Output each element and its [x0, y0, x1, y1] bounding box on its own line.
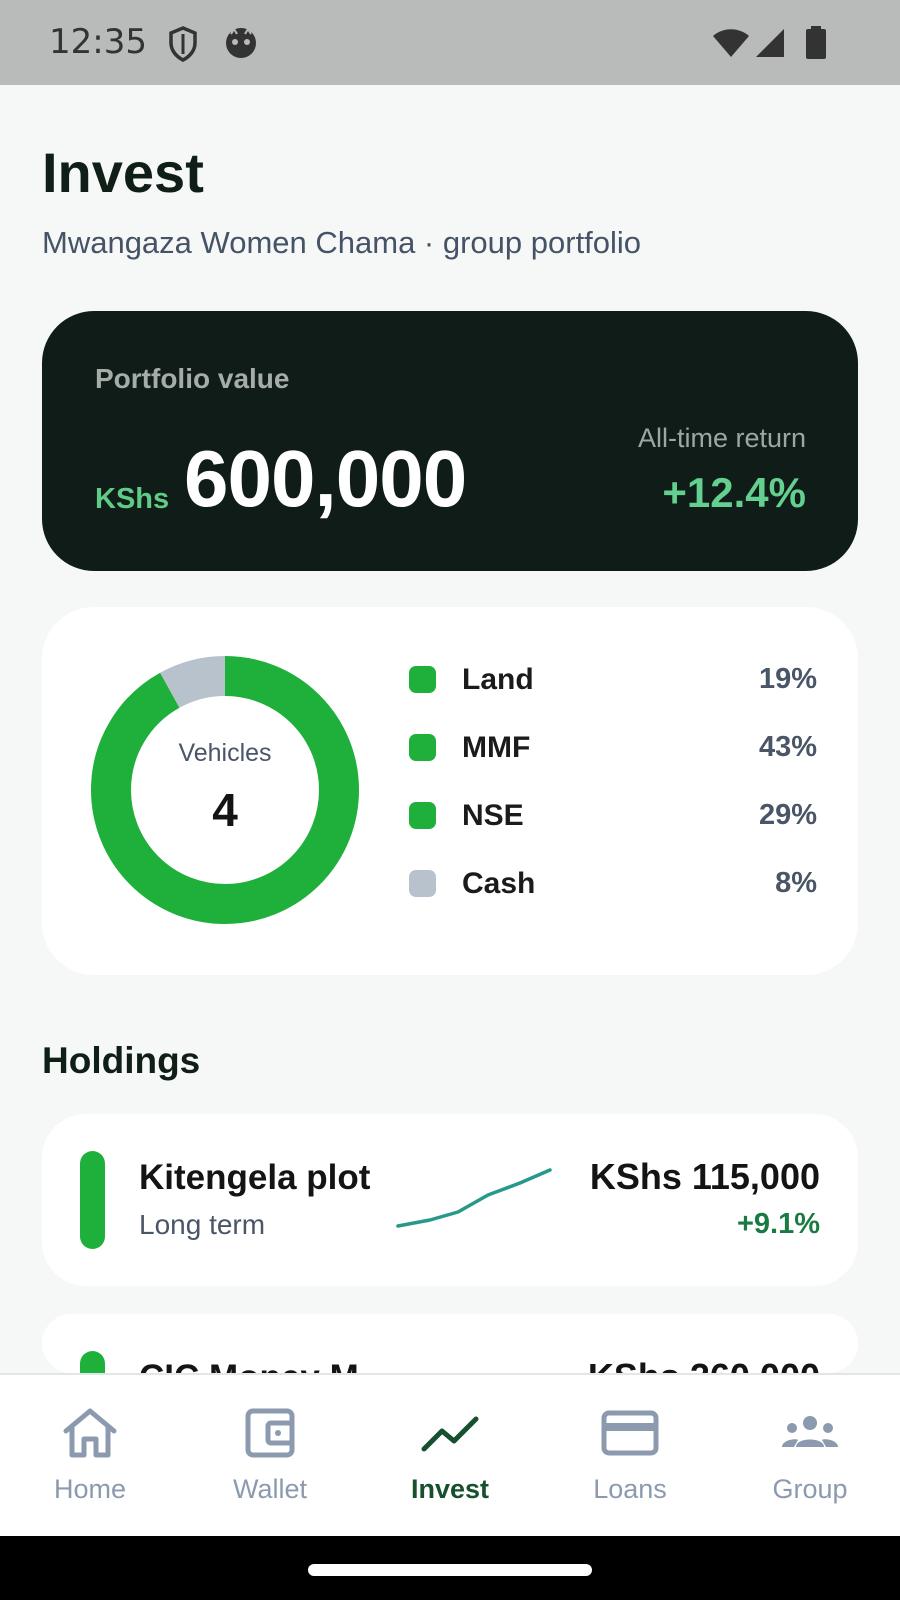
legend-name: Land	[462, 663, 534, 696]
nav-item-group[interactable]: Group	[720, 1375, 900, 1538]
status-bar: 12:35	[0, 0, 900, 85]
holding-name: CIC Money M	[139, 1358, 359, 1373]
trending-up-icon	[421, 1416, 479, 1452]
nav-label: Loans	[593, 1474, 667, 1504]
portfolio-value-card[interactable]: Portfolio value KShs 600,000 All-time re…	[42, 311, 858, 571]
credit-card-icon	[601, 1410, 659, 1456]
legend-item-mmf: MMF 43%	[409, 728, 817, 768]
holding-amount: KShs 115,000	[589, 1156, 820, 1197]
wallet-icon	[245, 1408, 295, 1458]
nav-label: Wallet	[232, 1474, 307, 1504]
nav-item-home[interactable]: Home	[0, 1375, 180, 1538]
allocation-donut-chart	[91, 656, 359, 924]
cellular-icon	[754, 28, 786, 63]
home-gesture-handle[interactable]	[308, 1564, 592, 1576]
legend-percent: 43%	[758, 731, 817, 763]
page-title: Invest	[42, 141, 204, 204]
all-time-return-label: All-time return	[637, 423, 806, 453]
allocation-card: Vehicles 4 Land 19% MMF 43% NSE 29% Cash…	[42, 607, 858, 975]
legend-item-cash: Cash 8%	[409, 864, 817, 904]
up-line-icon	[396, 1168, 552, 1228]
legend-dot	[409, 734, 436, 761]
holding-color-bar	[80, 1351, 105, 1373]
legend-percent: 29%	[758, 799, 817, 831]
legend-dot	[409, 666, 436, 693]
donut-segment-cash	[91, 656, 359, 924]
legend-item-nse: NSE 29%	[409, 796, 817, 836]
wifi-icon	[712, 28, 750, 63]
donut-center-label: Vehicles	[178, 739, 272, 767]
status-time: 12:35	[49, 22, 147, 62]
nav-item-wallet[interactable]: Wallet	[180, 1375, 360, 1538]
legend-item-land: Land 19%	[409, 660, 817, 700]
portfolio-value-amount: 600,000	[184, 434, 467, 523]
nav-item-loans[interactable]: Loans	[540, 1375, 720, 1538]
battery-icon	[805, 26, 827, 65]
holding-change: +9.1%	[736, 1208, 820, 1240]
donut-center-count: 4	[212, 784, 238, 836]
all-time-return-value: +12.4%	[662, 469, 806, 516]
holding-name: Kitengela plot	[139, 1158, 371, 1197]
nav-item-invest[interactable]: Invest	[360, 1375, 540, 1538]
holding-card[interactable]: CIC Money M KShs 260,000	[42, 1314, 858, 1373]
bottom-navigation: Home Wallet Invest Loans Group	[0, 1373, 900, 1536]
legend-name: MMF	[462, 731, 531, 764]
legend-percent: 19%	[758, 663, 817, 695]
nav-label: Home	[53, 1474, 127, 1504]
legend-percent: 8%	[775, 867, 817, 899]
legend-name: Cash	[462, 867, 536, 900]
legend-dot	[409, 802, 436, 829]
home-icon	[63, 1408, 117, 1458]
shield-icon	[168, 26, 198, 67]
portfolio-currency: KShs	[95, 483, 170, 515]
nav-label: Invest	[410, 1474, 490, 1504]
legend-dot	[409, 870, 436, 897]
nav-label: Group	[772, 1474, 848, 1504]
legend-name: NSE	[462, 799, 524, 832]
group-icon	[782, 1416, 838, 1447]
holding-color-bar	[80, 1151, 105, 1249]
page-subtitle: Mwangaza Women Chama · group portfolio	[42, 225, 642, 260]
holding-card[interactable]: Kitengela plot Long term KShs 115,000 +9…	[42, 1114, 858, 1286]
holding-amount: KShs 260,000	[588, 1356, 820, 1373]
cat-icon	[224, 26, 258, 65]
system-gesture-area	[0, 1536, 900, 1600]
holdings-title: Holdings	[42, 1040, 201, 1081]
portfolio-value-label: Portfolio value	[95, 363, 290, 394]
holding-term: Long term	[139, 1209, 266, 1240]
